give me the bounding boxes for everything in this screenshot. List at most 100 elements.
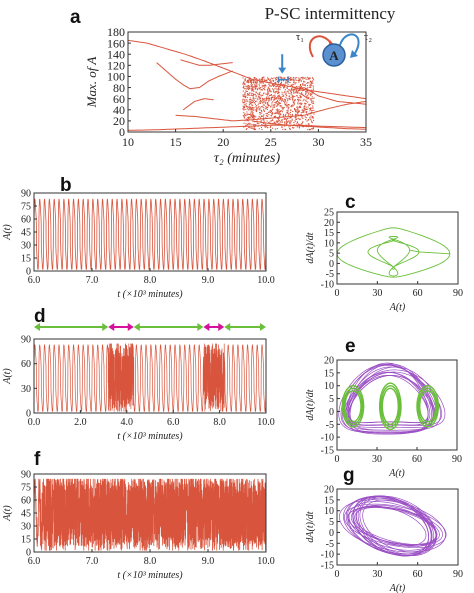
chaotic-point <box>243 87 245 89</box>
y-tick-label: -10 <box>321 433 334 444</box>
chaotic-point <box>262 115 264 117</box>
chaotic-point <box>307 76 309 78</box>
y-tick-label: 40 <box>113 103 125 117</box>
chaotic-point <box>303 80 305 82</box>
chaotic-point <box>252 113 254 115</box>
plot-frame <box>336 488 459 566</box>
chaotic-point <box>313 126 315 128</box>
chaotic-point <box>250 107 252 109</box>
chaotic-point <box>252 111 254 113</box>
chaotic-point <box>312 116 314 118</box>
chaotic-point <box>292 127 294 129</box>
chaotic-point <box>261 105 263 107</box>
chaotic-point <box>261 99 263 101</box>
chaotic-point <box>250 114 252 116</box>
chaotic-point <box>273 90 275 92</box>
chaotic-point <box>258 108 260 110</box>
chaotic-point <box>283 85 285 87</box>
chaotic-point <box>245 118 247 120</box>
chaotic-point <box>270 120 272 122</box>
y-axis-label: Max. of A <box>84 57 99 109</box>
chaotic-point <box>291 106 293 108</box>
chaotic-point <box>289 116 291 118</box>
chaotic-point <box>282 113 284 115</box>
chaotic-point <box>285 121 287 123</box>
chaotic-point <box>255 91 257 93</box>
chaotic-point <box>288 97 290 99</box>
chaotic-point <box>265 79 267 81</box>
arrowhead-left <box>108 323 115 331</box>
chaotic-point <box>242 83 244 85</box>
chaotic-point <box>248 104 250 106</box>
y-axis-label: A(t) <box>2 368 13 385</box>
chaotic-point <box>299 124 301 126</box>
chaotic-point <box>248 109 250 111</box>
chaotic-point <box>255 82 257 84</box>
chaotic-point <box>279 95 281 97</box>
chaotic-point <box>258 116 260 118</box>
chaotic-point <box>313 113 315 115</box>
y-tick-label: 0 <box>26 548 31 559</box>
chaotic-point <box>271 115 273 117</box>
chaotic-point <box>297 107 299 109</box>
chaotic-point <box>243 107 245 109</box>
chaotic-point <box>290 121 292 123</box>
chaotic-point <box>271 85 273 87</box>
chaotic-point <box>270 81 272 83</box>
chaotic-point <box>309 80 311 82</box>
chaotic-point <box>244 78 246 80</box>
chaotic-point <box>256 85 258 87</box>
chaotic-point <box>264 85 266 87</box>
y-tick-label: 100 <box>107 70 125 84</box>
x-tick-label: 35 <box>360 135 372 149</box>
chaotic-point <box>256 81 258 83</box>
chaotic-point <box>268 111 270 113</box>
chaotic-point <box>303 109 305 111</box>
chaotic-point <box>303 84 305 86</box>
bifurcation-branch-1 <box>156 62 233 90</box>
chaotic-point <box>260 127 262 129</box>
chaotic-point <box>294 79 296 81</box>
chaotic-point <box>262 124 264 126</box>
chaotic-point <box>290 84 292 86</box>
chaotic-point <box>260 80 262 82</box>
chaotic-point <box>289 125 291 127</box>
y-tick-label: 45 <box>21 228 31 239</box>
chaotic-point <box>302 122 304 124</box>
chaotic-point <box>284 100 286 102</box>
chaotic-point <box>258 83 260 85</box>
y-tick-label: 30 <box>21 241 31 252</box>
chaotic-point <box>288 93 290 95</box>
chaotic-point <box>304 116 306 118</box>
chaotic-point <box>268 89 270 91</box>
chaotic-point <box>299 86 301 88</box>
chaotic-point <box>263 120 265 122</box>
chaotic-point <box>280 80 282 82</box>
chaotic-point <box>255 110 257 112</box>
chaotic-point <box>306 108 308 110</box>
chaotic-point <box>307 101 309 103</box>
chaotic-point <box>308 104 310 106</box>
y-tick-label: 60 <box>21 496 31 507</box>
chaotic-point <box>242 108 244 110</box>
chaotic-point <box>276 103 278 105</box>
chaotic-point <box>297 99 299 101</box>
chaotic-point <box>281 93 283 95</box>
arrowhead-right <box>218 323 225 331</box>
chaotic-point <box>250 80 252 82</box>
chaotic-point <box>269 98 271 100</box>
chaotic-point <box>290 90 292 92</box>
y-tick-label: -15 <box>321 446 334 457</box>
chaotic-point <box>310 108 312 110</box>
chaotic-point <box>256 93 258 95</box>
chaotic-point <box>280 82 282 84</box>
chaotic-point <box>276 97 278 99</box>
chaotic-point <box>265 98 267 100</box>
chaotic-point <box>292 95 294 97</box>
chaotic-point <box>304 110 306 112</box>
chaotic-point <box>280 106 282 108</box>
chaotic-point <box>259 108 261 110</box>
chaotic-point <box>253 79 255 81</box>
x-tick-label: 7.0 <box>86 275 99 286</box>
chaotic-point <box>301 103 303 105</box>
